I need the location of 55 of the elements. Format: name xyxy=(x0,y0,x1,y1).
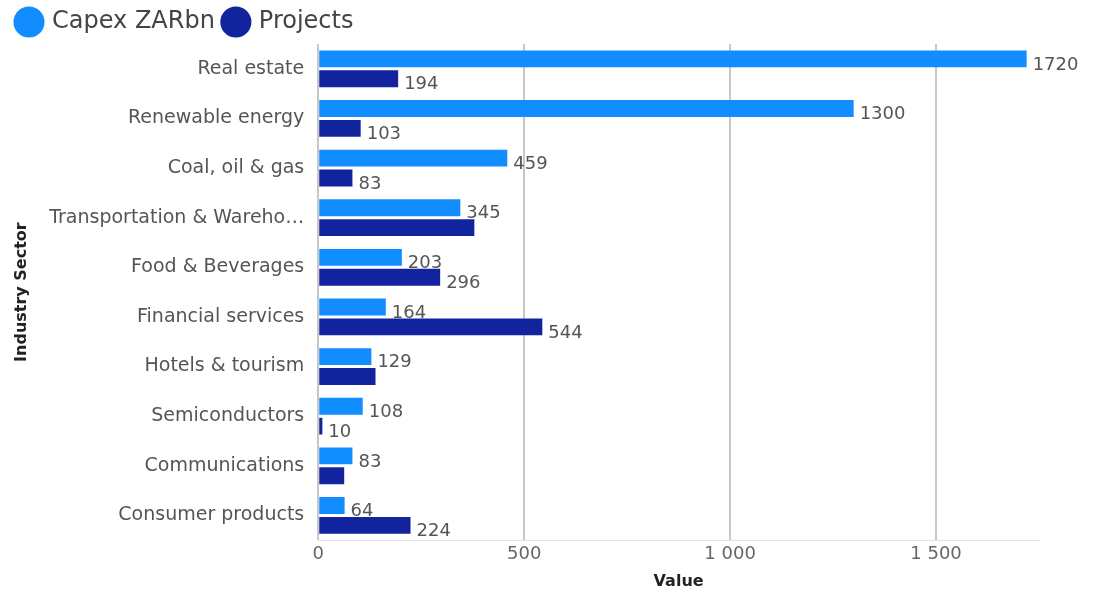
legend-label: Capex ZARbn xyxy=(52,6,215,35)
data-label: 10 xyxy=(328,419,352,441)
y-tick-label: Transportation & Wareho… xyxy=(48,204,305,227)
x-tick-label: 1 500 xyxy=(910,541,962,563)
bar xyxy=(319,467,345,485)
bar xyxy=(319,219,475,237)
y-tick-label: Coal, oil & gas xyxy=(167,154,305,177)
data-label: 544 xyxy=(548,320,583,342)
data-label: 203 xyxy=(407,251,443,273)
data-label: 103 xyxy=(366,122,402,144)
data-label: 296 xyxy=(446,270,481,292)
bar xyxy=(319,318,543,336)
x-axis-title: Value xyxy=(653,570,704,590)
bar xyxy=(319,348,372,366)
y-axis-title: Industry Sector xyxy=(10,222,30,362)
bar xyxy=(319,50,1027,68)
data-label: 108 xyxy=(368,399,404,421)
data-label: 1720 xyxy=(1032,52,1079,74)
y-tick-label: Food & Beverages xyxy=(131,254,305,277)
bar xyxy=(319,368,376,385)
y-tick-label: Consumer products xyxy=(118,502,305,525)
bar xyxy=(319,119,361,137)
data-label: 129 xyxy=(377,350,412,372)
x-tick-label: 1 000 xyxy=(704,541,756,563)
bar xyxy=(319,169,353,187)
bar xyxy=(319,497,345,514)
data-label: 64 xyxy=(350,499,374,521)
data-label: 345 xyxy=(466,201,501,223)
y-tick-label: Real estate xyxy=(197,55,305,78)
y-tick-label: Hotels & tourism xyxy=(144,353,305,376)
data-label: 194 xyxy=(404,72,439,94)
y-tick-label: Renewable energy xyxy=(128,105,305,128)
data-label: 224 xyxy=(416,518,451,540)
y-tick-label: Semiconductors xyxy=(151,403,305,426)
bar xyxy=(319,149,508,167)
x-tick-label: 0 xyxy=(312,541,324,563)
bar xyxy=(319,447,353,465)
data-label: 459 xyxy=(513,151,548,173)
bar xyxy=(319,248,402,266)
bar xyxy=(319,516,411,534)
bar xyxy=(319,70,399,88)
bar xyxy=(319,100,854,117)
bar xyxy=(319,298,386,316)
y-tick-label: Communications xyxy=(144,452,305,475)
data-label: 83 xyxy=(358,171,382,193)
data-label: 164 xyxy=(391,300,427,322)
y-tick-label: Financial services xyxy=(137,303,305,326)
bar xyxy=(319,397,363,415)
data-label: 1300 xyxy=(859,102,906,124)
legend-label: Projects xyxy=(258,6,354,35)
data-label: 83 xyxy=(358,449,382,471)
bar xyxy=(319,417,323,435)
bar xyxy=(319,199,461,217)
x-tick-label: 500 xyxy=(507,541,542,563)
bar xyxy=(319,268,441,286)
